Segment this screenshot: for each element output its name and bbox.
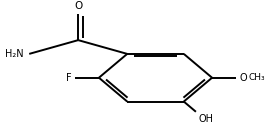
Text: OH: OH: [199, 114, 214, 124]
Text: CH₃: CH₃: [248, 73, 265, 82]
Text: O: O: [74, 1, 82, 11]
Text: H₂N: H₂N: [5, 49, 24, 59]
Text: F: F: [66, 73, 72, 83]
Text: O: O: [239, 73, 247, 83]
